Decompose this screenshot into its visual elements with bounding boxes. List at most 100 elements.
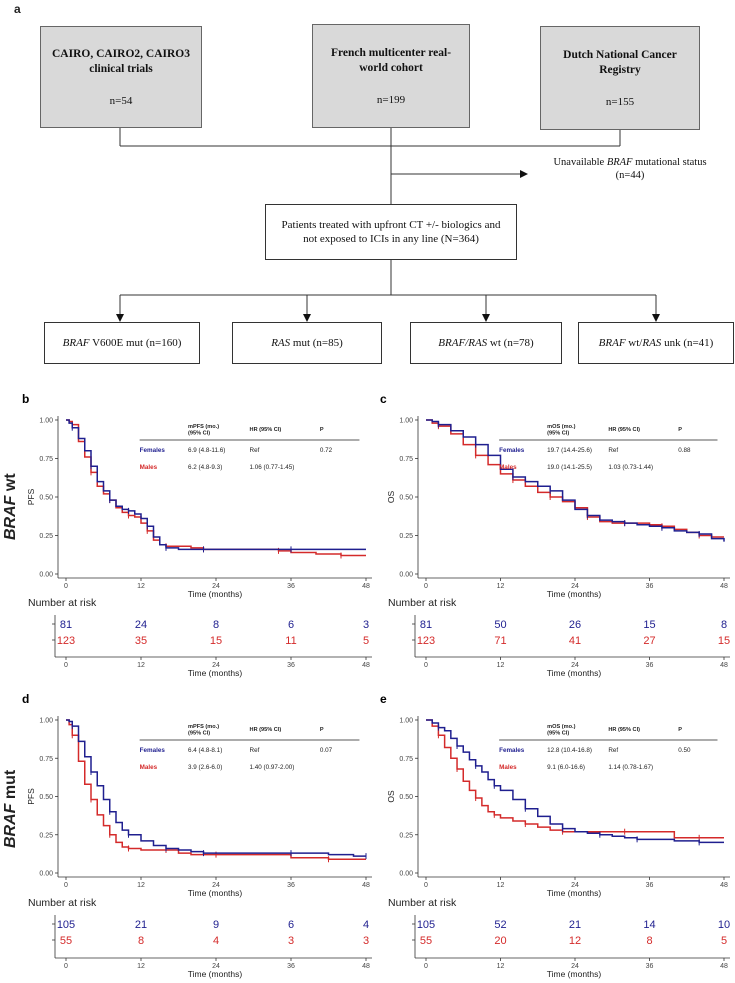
excluded-label: Unavailable BRAF mutational status (553, 157, 707, 168)
stats-p-value: 0.88 (678, 447, 691, 454)
x-axis-label: Time (months) (547, 589, 602, 599)
x-tick-label: 24 (212, 882, 220, 889)
risk-count-males: 27 (643, 635, 655, 647)
stats-group-label: Males (499, 764, 517, 771)
source-box-title: French multicenter real-world cohort (330, 47, 452, 74)
risk-count-males: 20 (494, 935, 506, 947)
stats-hr-value: 1.40 (0.97-2.00) (250, 764, 295, 771)
stats-hr-value: 1.06 (0.77-1.45) (250, 464, 295, 471)
y-tick-label: 0.50 (399, 495, 413, 502)
km-curve-females (66, 419, 366, 551)
y-tick-label: 0.50 (399, 794, 413, 801)
x-tick-label: 24 (571, 882, 579, 889)
risk-count-males: 12 (569, 935, 581, 947)
km-curve-females (66, 719, 366, 857)
risk-x-axis-label: Time (months) (188, 969, 243, 979)
x-tick-label: 0 (424, 583, 428, 590)
stats-hr-value: Ref (608, 447, 618, 454)
risk-count-males: 15 (210, 635, 222, 647)
risk-count-females: 21 (569, 919, 581, 931)
risk-x-tick-label: 48 (362, 662, 370, 669)
risk-x-tick-label: 48 (362, 963, 370, 970)
x-tick-label: 24 (212, 583, 220, 590)
y-axis-label: PFS (26, 488, 36, 505)
y-tick-label: 1.00 (399, 718, 413, 725)
stats-group-label: Males (140, 464, 158, 471)
y-tick-label: 0.25 (39, 533, 53, 540)
x-tick-label: 48 (362, 882, 370, 889)
risk-count-males: 55 (420, 935, 432, 947)
source-box-count: n=54 (109, 95, 133, 107)
x-axis-label: Time (months) (188, 589, 243, 599)
x-tick-label: 36 (646, 583, 654, 590)
risk-x-tick-label: 12 (497, 963, 505, 970)
treated-line-2: not exposed to ICIs in any line (N=364) (303, 233, 479, 245)
risk-count-females: 26 (569, 619, 581, 631)
km-curve-males (66, 719, 366, 860)
risk-count-males: 35 (135, 635, 147, 647)
stats-median-value: 6.4 (4.8-8.1) (188, 747, 222, 754)
risk-x-tick-label: 24 (571, 963, 579, 970)
risk-count-males: 5 (363, 635, 369, 647)
excluded-count: (n=44) (615, 170, 645, 181)
panel-letter-c: c (380, 392, 387, 406)
stats-header-hr: HR (95% CI) (250, 727, 282, 733)
x-tick-label: 36 (646, 882, 654, 889)
stats-header-median: mPFS (mo.) (188, 424, 219, 430)
risk-x-tick-label: 0 (64, 662, 68, 669)
stats-hr-value: Ref (250, 447, 260, 454)
panel-letter-d: d (22, 692, 29, 706)
km-panel-c: c 0.00 0.25 0.50 0.75 1.00 0 12 24 36 48 Time (mont… (380, 392, 730, 678)
risk-count-females: 50 (494, 619, 506, 631)
risk-x-axis-label: Time (months) (547, 668, 602, 678)
x-axis-label: Time (months) (547, 888, 602, 898)
x-tick-label: 12 (497, 583, 505, 590)
risk-count-females: 14 (643, 919, 655, 931)
risk-x-tick-label: 12 (137, 662, 145, 669)
x-tick-label: 48 (720, 583, 728, 590)
y-tick-label: 0.75 (39, 756, 53, 763)
source-box-cairo-trials: CAIRO, CAIRO2, CAIRO3 clinical trials n=… (40, 26, 202, 128)
risk-count-males: 123 (57, 635, 75, 647)
stats-median-value: 19.0 (14.1-25.5) (547, 464, 592, 471)
stats-median-value: 6.2 (4.8-9.3) (188, 464, 222, 471)
risk-count-males: 5 (721, 935, 727, 947)
panel-letter-e: e (380, 692, 387, 706)
stats-header-p: P (678, 727, 682, 733)
y-tick-label: 0.00 (39, 871, 53, 878)
stats-header-hr: HR (95% CI) (250, 427, 282, 433)
risk-x-tick-label: 48 (720, 963, 728, 970)
stats-header-p: P (320, 427, 324, 433)
y-tick-label: 0.25 (399, 533, 413, 540)
stats-header-hr: HR (95% CI) (608, 727, 640, 733)
risk-count-females: 105 (57, 919, 75, 931)
x-tick-label: 0 (424, 882, 428, 889)
risk-x-tick-label: 48 (720, 662, 728, 669)
source-box-count: n=155 (605, 96, 635, 108)
risk-count-males: 41 (569, 635, 581, 647)
x-tick-label: 0 (64, 583, 68, 590)
risk-count-females: 81 (420, 619, 432, 631)
risk-count-females: 24 (135, 619, 147, 631)
stats-median-value: 19.7 (14.4-25.6) (547, 447, 592, 454)
source-box-count: n=199 (376, 94, 406, 106)
stats-p-value: 0.72 (320, 447, 333, 454)
risk-x-tick-label: 0 (424, 662, 428, 669)
risk-table-title: Number at risk (388, 597, 457, 609)
y-tick-label: 0.00 (399, 871, 413, 878)
stats-group-label: Females (499, 747, 525, 754)
treated-line-1: Patients treated with upfront CT +/- bio… (281, 219, 501, 231)
risk-count-males: 8 (646, 935, 652, 947)
risk-table-title: Number at risk (28, 597, 97, 609)
stats-median-value: 9.1 (6.0-16.6) (547, 764, 585, 771)
y-axis-label: OS (386, 491, 396, 504)
source-box-title: Dutch National Cancer Registry (563, 49, 677, 76)
risk-x-tick-label: 12 (497, 662, 505, 669)
y-tick-label: 1.00 (39, 718, 53, 725)
source-box-french-cohort: French multicenter real-world cohort n=1… (312, 24, 470, 128)
stats-header-p: P (678, 427, 682, 433)
risk-x-tick-label: 24 (212, 662, 220, 669)
stats-group-label: Females (140, 447, 166, 454)
